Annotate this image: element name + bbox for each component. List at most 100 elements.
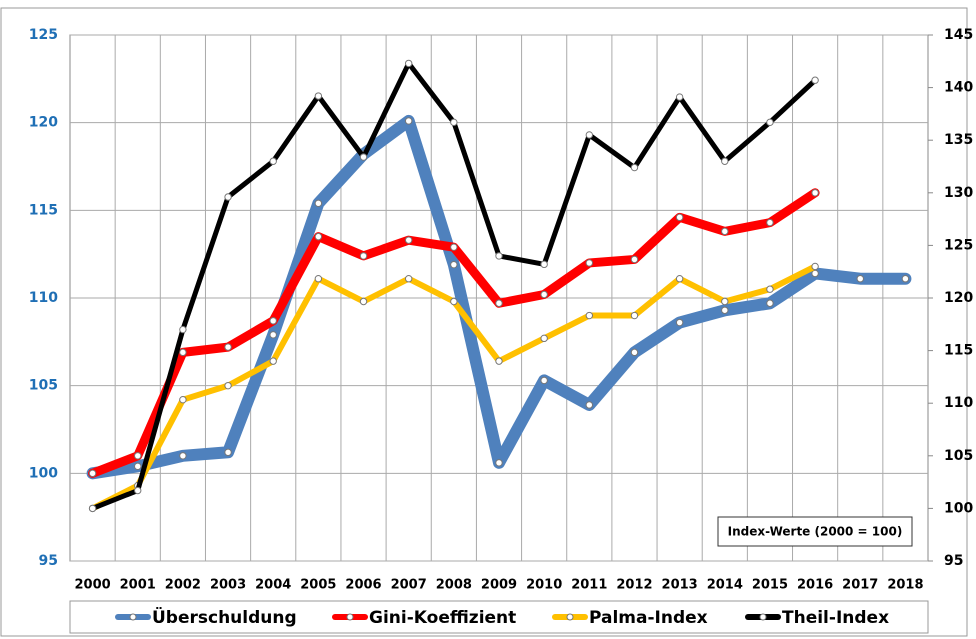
- y2-tick-label: 120: [944, 290, 973, 306]
- data-point: [540, 290, 548, 299]
- data-point: [179, 348, 187, 357]
- x-tick-label: 2009: [481, 578, 517, 593]
- data-point: [224, 193, 232, 201]
- data-point: [630, 163, 639, 172]
- x-tick-label: 2010: [526, 578, 562, 593]
- data-point: [766, 285, 774, 293]
- y2-tick-label: 130: [944, 185, 973, 201]
- x-tick-label: 2014: [707, 578, 743, 593]
- data-point: [450, 260, 458, 269]
- data-point: [766, 118, 774, 127]
- data-point: [811, 269, 819, 278]
- x-tick-label: 2007: [391, 578, 427, 593]
- data-point: [134, 462, 142, 471]
- data-point: [766, 299, 774, 307]
- y-tick-label: 95: [39, 553, 58, 569]
- data-point: [359, 297, 368, 306]
- x-tick-label: 2016: [797, 578, 833, 593]
- data-point: [540, 260, 548, 269]
- x-tick-label: 2012: [616, 578, 652, 593]
- data-point: [359, 153, 368, 161]
- data-point: [721, 306, 729, 314]
- data-point: [585, 131, 594, 139]
- data-point: [630, 255, 639, 264]
- data-point: [721, 227, 729, 236]
- legend-label: Palma-Index: [589, 608, 708, 628]
- x-tick-label: 2001: [120, 578, 156, 593]
- y-tick-label: 100: [29, 465, 58, 481]
- data-point: [179, 325, 187, 334]
- data-point: [134, 452, 142, 460]
- legend-label: Theil-Index: [782, 608, 889, 628]
- data-point: [450, 297, 458, 306]
- data-point: [134, 486, 142, 495]
- data-point: [495, 357, 503, 365]
- data-point: [811, 76, 819, 84]
- legend-dot: [566, 613, 574, 621]
- x-tick-label: 2003: [210, 578, 246, 593]
- x-tick-label: 2015: [752, 578, 788, 593]
- data-point: [856, 275, 864, 283]
- legend-label: Gini-Koeffizient: [369, 608, 516, 628]
- data-point: [721, 157, 729, 165]
- data-point: [269, 157, 277, 165]
- data-point: [495, 252, 503, 260]
- data-point: [88, 469, 97, 478]
- data-point: [404, 59, 413, 68]
- y2-tick-label: 145: [944, 27, 973, 43]
- y-tick-label: 115: [29, 202, 58, 218]
- x-tick-label: 2000: [74, 578, 110, 593]
- x-tick-label: 2004: [255, 578, 291, 593]
- data-point: [314, 199, 323, 208]
- data-point: [269, 331, 277, 339]
- annotation: Index-Werte (2000 = 100): [728, 525, 903, 539]
- legend-dot: [759, 613, 767, 621]
- x-tick-label: 2002: [165, 578, 201, 593]
- data-point: [721, 297, 729, 306]
- x-tick-label: 2013: [662, 578, 698, 593]
- data-point: [224, 343, 232, 351]
- legend-dot: [129, 613, 137, 621]
- data-point: [540, 376, 548, 385]
- x-tick-label: 2017: [842, 578, 878, 593]
- data-point: [540, 334, 548, 343]
- data-point: [88, 504, 97, 513]
- x-tick-label: 2018: [887, 578, 923, 593]
- y-tick-label: 125: [29, 27, 58, 43]
- x-tick-label: 2008: [436, 578, 472, 593]
- data-point: [811, 189, 819, 197]
- data-point: [269, 317, 277, 325]
- data-point: [675, 275, 684, 283]
- data-point: [179, 395, 187, 404]
- data-point: [314, 232, 323, 241]
- y2-tick-label: 110: [944, 395, 973, 411]
- y2-tick-label: 100: [944, 500, 973, 516]
- data-point: [630, 311, 639, 320]
- legend-dot: [346, 613, 354, 621]
- annotation-box: [717, 516, 913, 547]
- y2-tick-label: 140: [944, 80, 973, 96]
- y2-tick-label: 125: [944, 237, 973, 253]
- y2-tick-label: 135: [944, 132, 973, 148]
- data-point: [450, 118, 458, 127]
- data-point: [585, 259, 594, 267]
- y-tick-label: 110: [29, 290, 58, 306]
- data-point: [404, 236, 413, 244]
- data-point: [585, 311, 594, 320]
- x-tick-label: 2005: [300, 578, 336, 593]
- data-point: [630, 348, 639, 357]
- data-point: [314, 275, 323, 283]
- data-point: [314, 92, 323, 100]
- data-point: [495, 299, 503, 307]
- legend-box: [69, 600, 929, 634]
- data-point: [766, 218, 774, 227]
- data-point: [585, 401, 594, 409]
- data-point: [675, 213, 684, 222]
- data-point: [675, 318, 684, 327]
- data-point: [269, 357, 277, 365]
- legend-label: Überschuldung: [152, 606, 297, 628]
- data-point: [495, 459, 503, 467]
- y-tick-label: 105: [29, 378, 58, 394]
- data-point: [224, 448, 232, 456]
